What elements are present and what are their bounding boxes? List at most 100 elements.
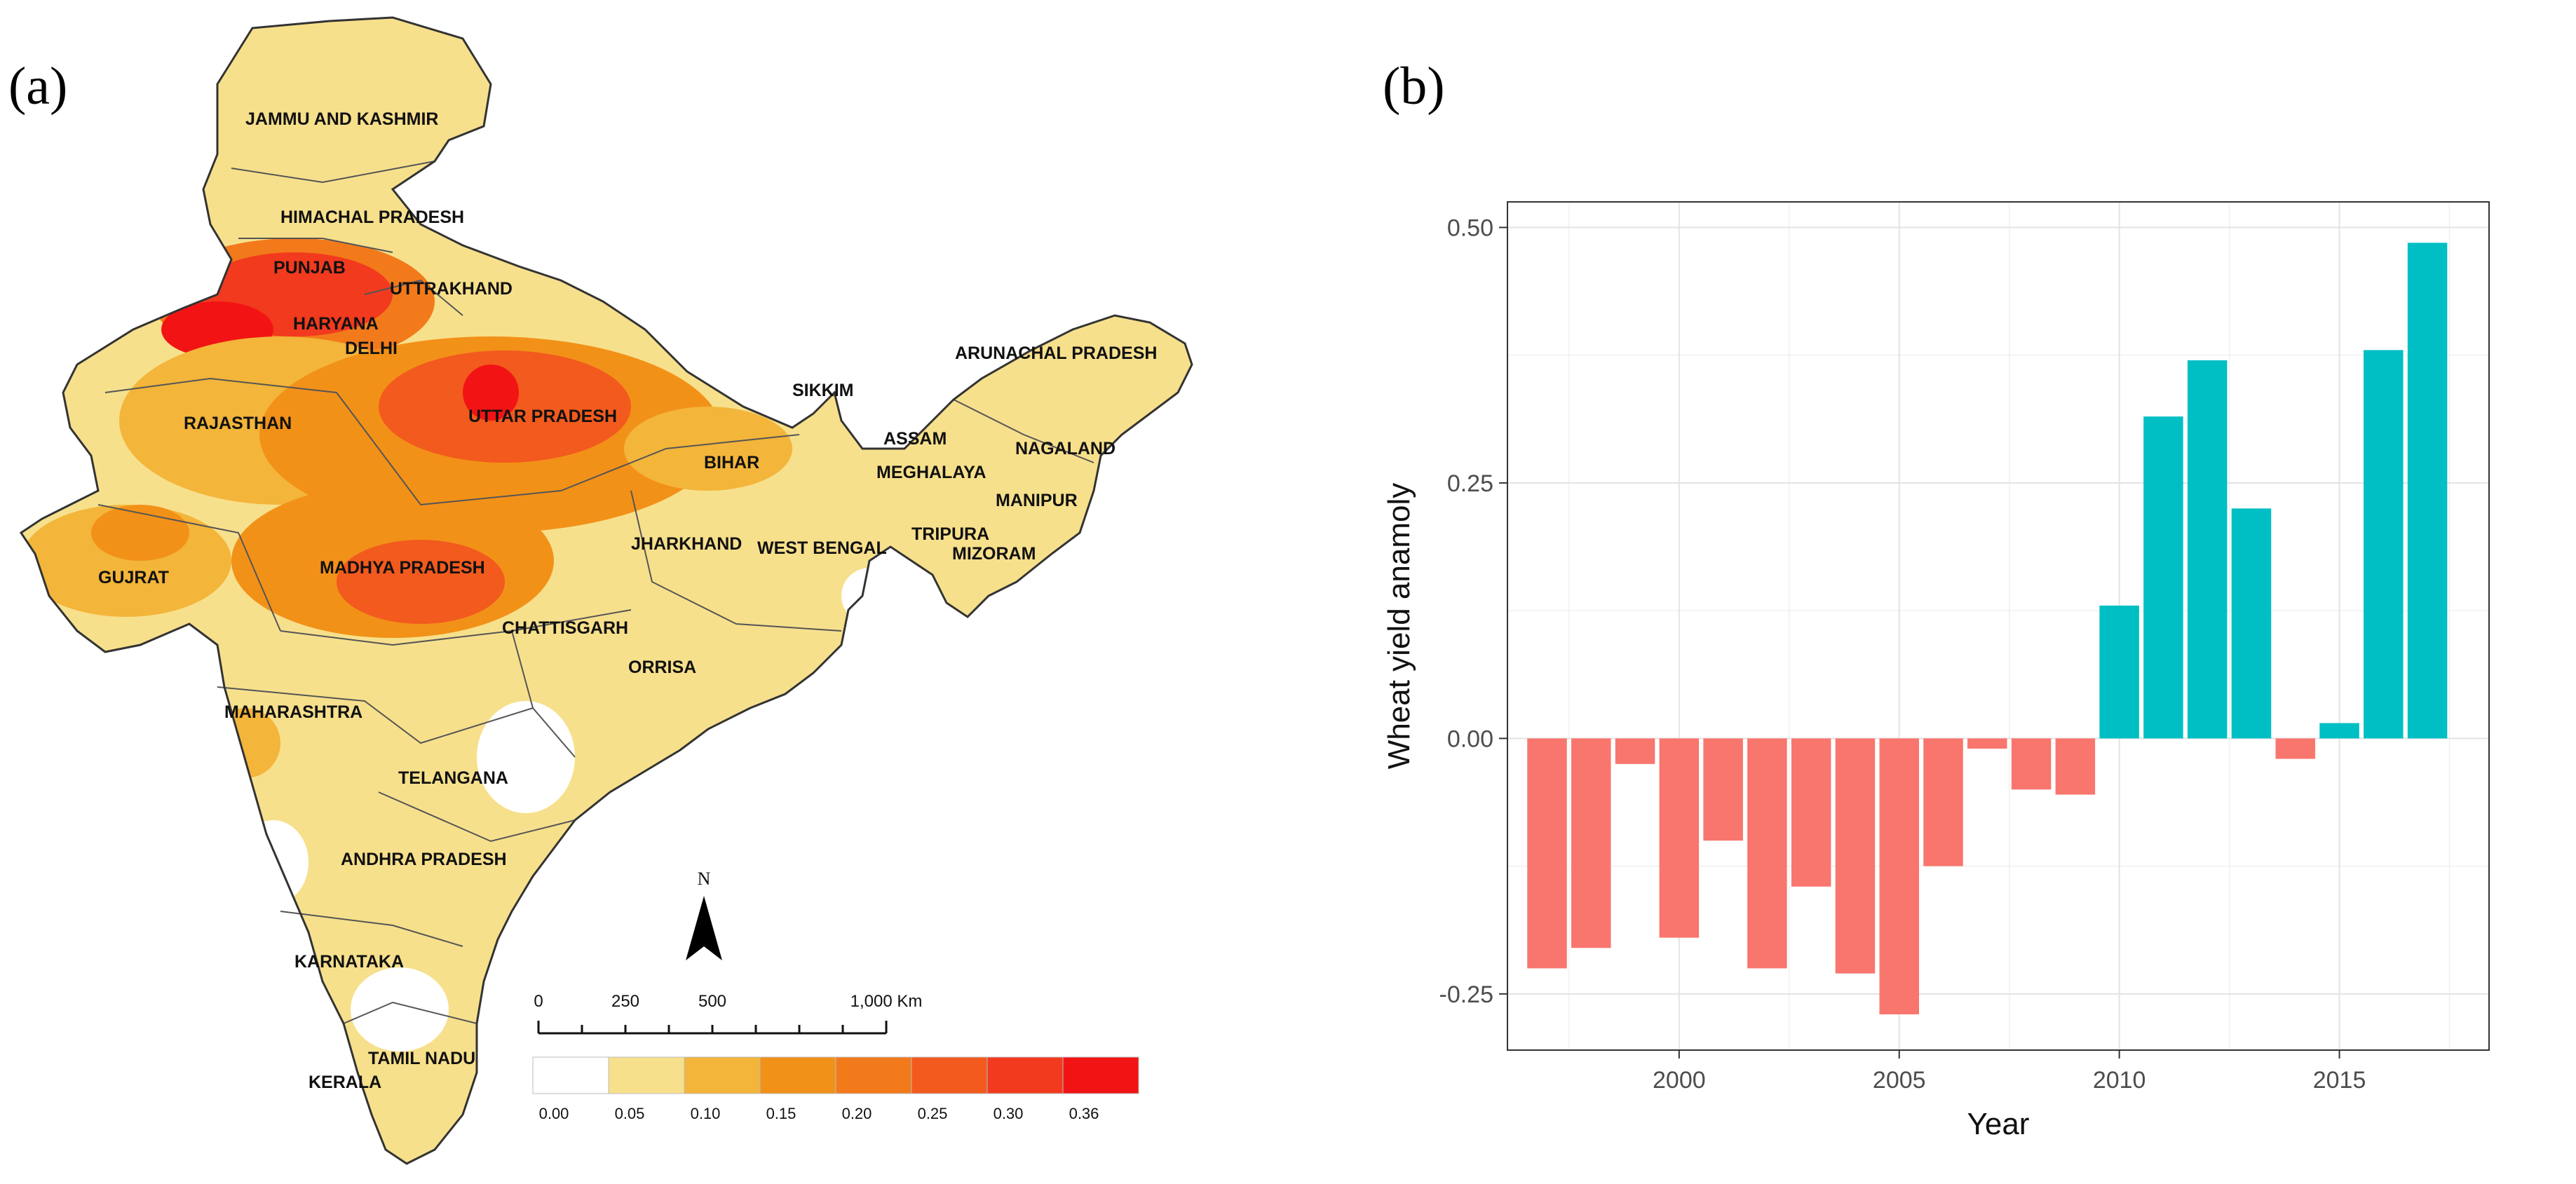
label-maharashtra: MAHARASHTRA bbox=[224, 702, 362, 722]
bar-2002 bbox=[1747, 738, 1787, 969]
label-delhi: DELHI bbox=[345, 339, 398, 358]
bar-2015 bbox=[2319, 723, 2359, 739]
boundary-uk bbox=[364, 279, 463, 316]
label-meghalaya: MEGHALAYA bbox=[876, 463, 987, 482]
north-arrow-label: N bbox=[698, 869, 711, 889]
color-legend: 0.00 0.05 0.10 0.15 0.20 0.25 0.30 0.36 bbox=[532, 1056, 1139, 1122]
region-mp-core bbox=[337, 540, 505, 624]
bar-1999 bbox=[1615, 738, 1655, 764]
boundary-ka bbox=[280, 911, 463, 947]
scale-label-250: 250 bbox=[611, 992, 639, 1011]
region-south-blank bbox=[351, 967, 449, 1052]
label-mizoram: MIZORAM bbox=[952, 544, 1036, 564]
legend-swatch bbox=[532, 1056, 609, 1094]
label-west-bengal: WEST BENGAL bbox=[757, 538, 887, 558]
legend-swatch bbox=[608, 1056, 685, 1094]
bars bbox=[1527, 243, 2448, 1014]
wheat-yield-chart: 2000 2005 2010 2015 -0.250.000.250.50 Year … bbox=[1382, 201, 2490, 1141]
region-up-hotspot bbox=[463, 365, 519, 421]
y-tick-label: -0.25 bbox=[1439, 981, 1494, 1008]
state-labels: JAMMU AND KASHMIR HIMACHAL PRADESH PUNJA… bbox=[98, 109, 1157, 1092]
label-haryana: HARYANA bbox=[293, 314, 379, 334]
label-punjab: PUNJAB bbox=[273, 258, 346, 278]
boundary-jk bbox=[231, 161, 435, 184]
label-tripura: TRIPURA bbox=[911, 524, 989, 544]
legend-swatch bbox=[1062, 1056, 1139, 1094]
boundary-mh bbox=[217, 686, 534, 744]
label-jammu-and-kashmir: JAMMU AND KASHMIR bbox=[245, 109, 438, 129]
bar-2016 bbox=[2364, 350, 2404, 739]
y-tick-label: 0.50 bbox=[1447, 215, 1493, 241]
label-kerala: KERALA bbox=[309, 1073, 381, 1092]
bar-2001 bbox=[1703, 738, 1743, 841]
boundary-ne bbox=[953, 399, 1094, 463]
label-nagaland: NAGALAND bbox=[1015, 439, 1116, 458]
legend-swatch bbox=[759, 1056, 836, 1094]
bar-2008 bbox=[2011, 738, 2052, 790]
bar-2005 bbox=[1879, 738, 1919, 1014]
legend-label: 0.00 bbox=[539, 1105, 569, 1122]
india-map: JAMMU AND KASHMIR HIMACHAL PRADESH PUNJA… bbox=[20, 16, 1193, 1165]
bar-2003 bbox=[1791, 738, 1831, 887]
label-himachal-pradesh: HIMACHAL PRADESH bbox=[280, 207, 464, 227]
panel-a-label: (a) bbox=[8, 57, 68, 116]
legend-swatch bbox=[987, 1056, 1064, 1094]
choropleth-regions bbox=[21, 18, 1192, 1164]
bar-2004 bbox=[1835, 738, 1876, 974]
y-tick-label: 0.25 bbox=[1447, 470, 1493, 497]
boundary-ts bbox=[378, 791, 576, 843]
label-assam: ASSAM bbox=[883, 429, 947, 449]
bar-2000 bbox=[1659, 738, 1700, 938]
legend-label: 0.05 bbox=[615, 1105, 645, 1122]
label-uttrakhand: UTTRAKHAND bbox=[390, 279, 513, 299]
label-tamil-nadu: TAMIL NADU bbox=[368, 1049, 475, 1068]
label-rajasthan: RAJASTHAN bbox=[184, 414, 292, 433]
legend-label: 0.10 bbox=[691, 1105, 721, 1122]
bar-2006 bbox=[1923, 738, 1963, 866]
legend-label: 0.30 bbox=[994, 1105, 1024, 1122]
y-axis: -0.25 0.00 0.25 0.50 bbox=[1439, 215, 1507, 1008]
label-orrisa: ORRISA bbox=[628, 658, 696, 677]
bar-2010 bbox=[2099, 605, 2139, 739]
region-karnataka-blank bbox=[238, 820, 309, 904]
label-andhra-pradesh: ANDHRA PRADESH bbox=[341, 850, 507, 869]
plot-panel bbox=[1507, 201, 2490, 1051]
boundary-tn bbox=[343, 1001, 477, 1024]
scale-bar: 0 250 500 1,000 Km bbox=[534, 992, 923, 1035]
x-axis: 2000 2005 2010 2015 bbox=[1653, 1050, 2366, 1094]
boundary-mp bbox=[280, 609, 632, 646]
scale-label-1000: 1,000 Km bbox=[850, 992, 923, 1011]
bar-2017 bbox=[2407, 243, 2448, 739]
label-karnataka: KARNATAKA bbox=[294, 952, 404, 972]
region-bihar bbox=[624, 407, 792, 491]
legend-label: 0.36 bbox=[1069, 1105, 1099, 1122]
boundary-guj bbox=[97, 504, 281, 632]
legend-label: 0.15 bbox=[766, 1105, 796, 1122]
x-tick-label: 2010 bbox=[2093, 1067, 2146, 1094]
region-telangana-blank bbox=[477, 701, 575, 813]
boundary-up bbox=[420, 434, 800, 505]
y-axis-title: Wheat yield anamoly bbox=[1382, 483, 1416, 769]
state-boundaries bbox=[97, 161, 1094, 1024]
x-tick-label: 2000 bbox=[1653, 1067, 1706, 1094]
bar-2009 bbox=[2055, 738, 2096, 795]
label-chattisgarh: CHATTISGARH bbox=[502, 618, 628, 638]
x-axis-title: Year bbox=[1967, 1107, 2030, 1141]
label-manipur: MANIPUR bbox=[996, 491, 1078, 510]
label-arunachal-pradesh: ARUNACHAL PRADESH bbox=[955, 343, 1157, 363]
label-uttar-pradesh: UTTAR PRADESH bbox=[468, 407, 617, 426]
bar-2011 bbox=[2143, 416, 2183, 739]
boundary-raj bbox=[104, 377, 421, 505]
bar-2007 bbox=[1967, 738, 2007, 749]
bar-1998 bbox=[1571, 738, 1611, 948]
north-arrow-icon bbox=[686, 896, 722, 960]
boundary-hp bbox=[238, 238, 393, 253]
north-arrow: N bbox=[686, 869, 722, 960]
plot-border bbox=[1507, 201, 2490, 1051]
legend-swatch bbox=[684, 1056, 761, 1094]
label-bihar: BIHAR bbox=[704, 453, 759, 472]
label-gujrat: GUJRAT bbox=[98, 568, 169, 587]
boundary-jh bbox=[630, 490, 842, 632]
scale-label-500: 500 bbox=[698, 992, 726, 1011]
region-wb-blank bbox=[841, 568, 897, 624]
